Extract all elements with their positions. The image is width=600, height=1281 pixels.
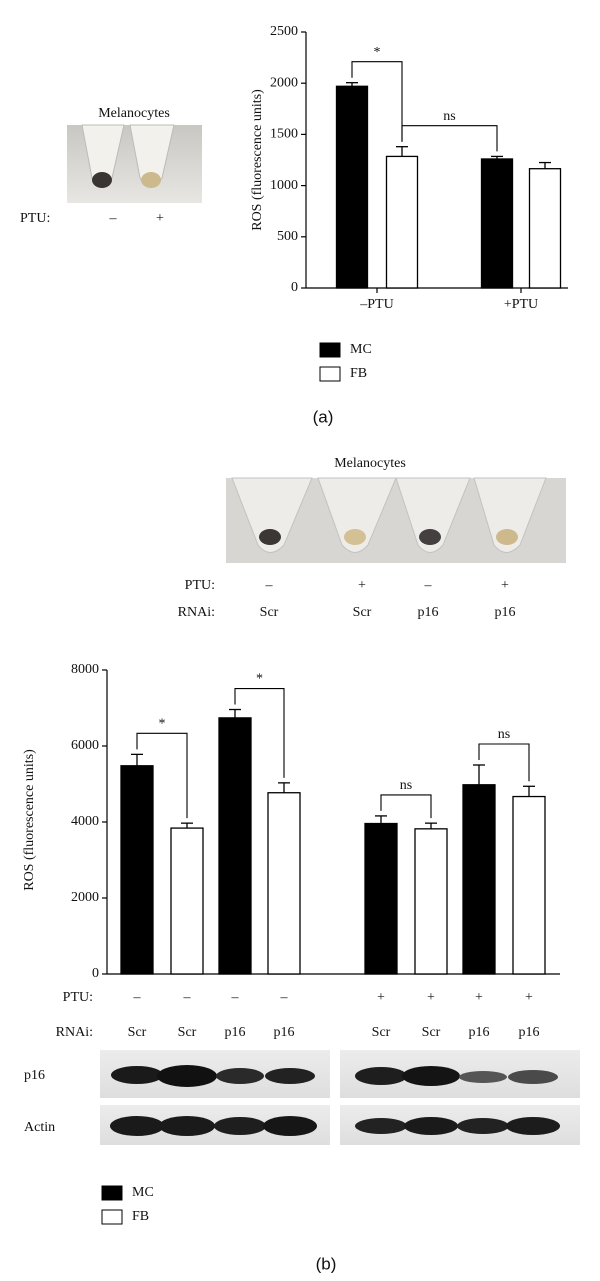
significance-label: * bbox=[256, 672, 263, 687]
x-tick-label: –PTU bbox=[359, 297, 393, 312]
row-value: + bbox=[525, 990, 533, 1005]
row-value: Scr bbox=[353, 605, 372, 620]
y-tick-label: 0 bbox=[291, 280, 298, 295]
bar bbox=[170, 827, 204, 975]
legend-swatch bbox=[101, 1185, 123, 1201]
bar bbox=[335, 85, 369, 289]
row-value: p16 bbox=[274, 1025, 295, 1040]
y-axis-label: ROS (fluorescence units) bbox=[22, 749, 37, 891]
legend-label: FB bbox=[132, 1209, 149, 1224]
row-label: RNAi: bbox=[178, 605, 215, 620]
row-value: p16 bbox=[418, 605, 439, 620]
row-value: + bbox=[358, 578, 366, 593]
bar bbox=[364, 822, 398, 975]
row-value: Scr bbox=[422, 1025, 441, 1040]
significance-bracket bbox=[351, 61, 403, 142]
significance-bracket bbox=[478, 743, 530, 782]
blot-label: Actin bbox=[24, 1120, 55, 1135]
y-tick-label: 8000 bbox=[71, 662, 99, 677]
y-axis-label: ROS (fluorescence units) bbox=[250, 89, 265, 231]
panel-label: (b) bbox=[316, 1254, 337, 1273]
y-tick-label: 1000 bbox=[270, 178, 298, 193]
row-value: Scr bbox=[178, 1025, 197, 1040]
legend-label: MC bbox=[350, 342, 372, 357]
row-value: – bbox=[109, 211, 118, 226]
y-tick-label: 2000 bbox=[270, 75, 298, 90]
row-label: PTU: bbox=[185, 578, 215, 593]
row-value: + bbox=[427, 990, 435, 1005]
row-label: RNAi: bbox=[56, 1025, 93, 1040]
image-title: Melanocytes bbox=[334, 456, 406, 471]
significance-bracket bbox=[380, 794, 432, 819]
row-value: – bbox=[424, 578, 433, 593]
significance-bracket bbox=[136, 732, 188, 819]
bar bbox=[414, 828, 448, 975]
row-label: PTU: bbox=[63, 990, 93, 1005]
bar bbox=[120, 765, 154, 975]
panel-label: (a) bbox=[313, 407, 334, 426]
blot-label: p16 bbox=[24, 1068, 45, 1083]
significance-label: ns bbox=[400, 778, 412, 793]
significance-bracket bbox=[401, 125, 498, 152]
row-value: + bbox=[156, 211, 164, 226]
bar bbox=[385, 155, 419, 289]
row-value: – bbox=[231, 990, 240, 1005]
row-value: + bbox=[377, 990, 385, 1005]
y-tick-label: 2000 bbox=[71, 890, 99, 905]
significance-label: * bbox=[159, 717, 166, 732]
bar bbox=[267, 792, 301, 975]
legend-swatch bbox=[319, 342, 341, 358]
row-value: Scr bbox=[372, 1025, 391, 1040]
row-value: + bbox=[475, 990, 483, 1005]
row-value: p16 bbox=[469, 1025, 490, 1040]
western-blot bbox=[100, 1050, 580, 1145]
legend-swatch bbox=[319, 366, 341, 382]
legend-label: FB bbox=[350, 366, 367, 381]
bar bbox=[512, 795, 546, 975]
y-tick-label: 4000 bbox=[71, 814, 99, 829]
significance-bracket bbox=[234, 687, 285, 778]
bar bbox=[218, 717, 252, 975]
y-tick-label: 1500 bbox=[270, 127, 298, 142]
photo bbox=[67, 124, 202, 203]
row-value: p16 bbox=[495, 605, 516, 620]
row-value: + bbox=[501, 578, 509, 593]
bar bbox=[528, 168, 562, 289]
legend-label: MC bbox=[132, 1185, 154, 1200]
row-value: – bbox=[133, 990, 142, 1005]
row-label: PTU: bbox=[20, 211, 50, 226]
bar bbox=[480, 158, 514, 289]
significance-label: * bbox=[374, 45, 381, 60]
y-tick-label: 6000 bbox=[71, 738, 99, 753]
y-tick-label: 0 bbox=[92, 966, 99, 981]
image-title: Melanocytes bbox=[98, 106, 170, 121]
row-value: Scr bbox=[260, 605, 279, 620]
row-value: – bbox=[280, 990, 289, 1005]
significance-label: ns bbox=[443, 109, 455, 124]
y-tick-label: 500 bbox=[277, 229, 298, 244]
y-tick-label: 2500 bbox=[270, 24, 298, 39]
row-value: p16 bbox=[225, 1025, 246, 1040]
photo bbox=[226, 477, 566, 563]
bar bbox=[462, 784, 496, 975]
x-tick-label: +PTU bbox=[504, 297, 538, 312]
row-value: Scr bbox=[128, 1025, 147, 1040]
row-value: p16 bbox=[519, 1025, 540, 1040]
significance-label: ns bbox=[498, 727, 510, 742]
row-value: – bbox=[183, 990, 192, 1005]
row-value: – bbox=[265, 578, 274, 593]
legend-swatch bbox=[101, 1209, 123, 1225]
